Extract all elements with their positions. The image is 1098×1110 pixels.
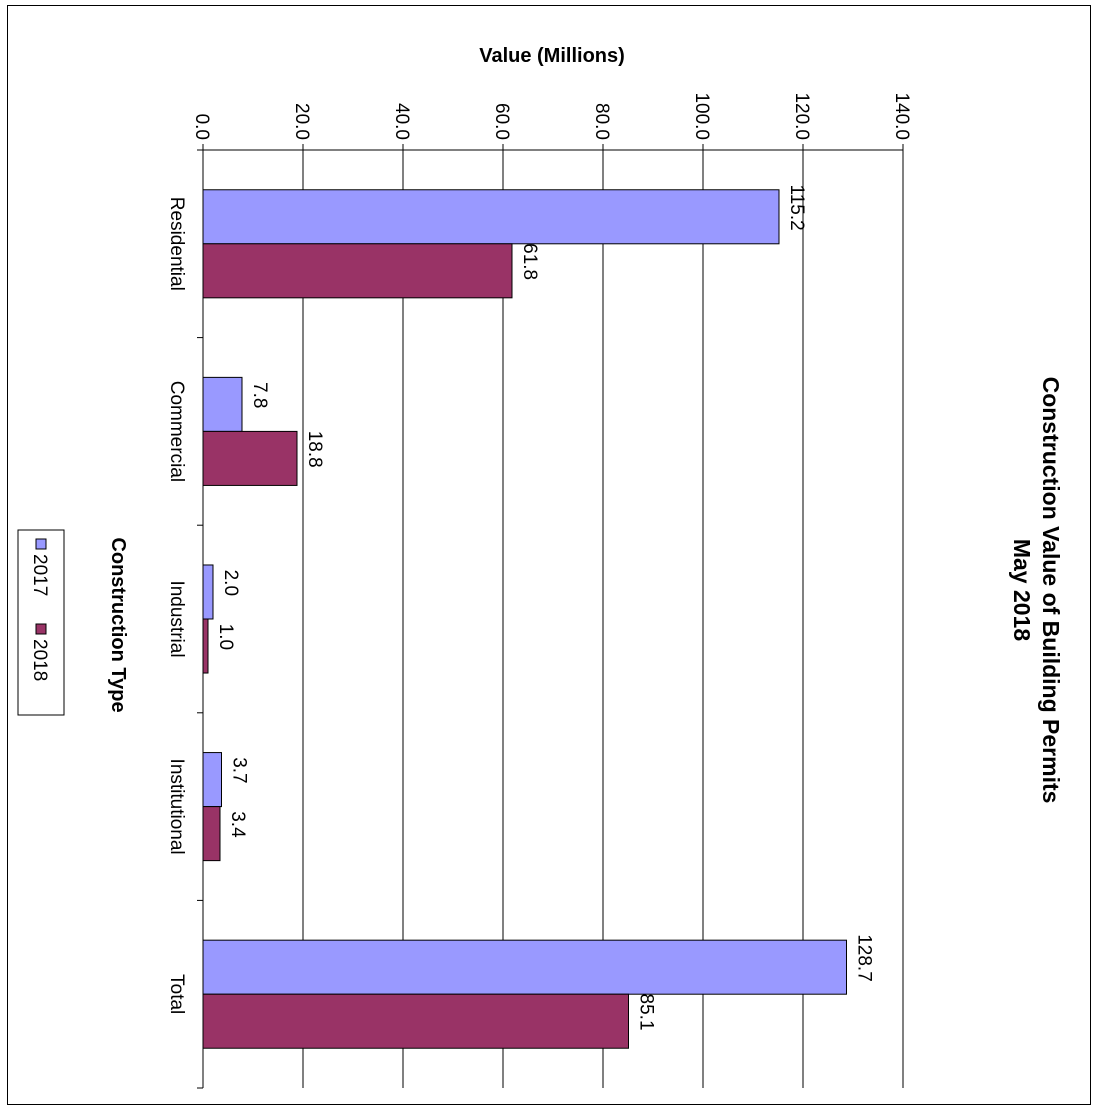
value-tick-label: 140.0 [891,92,912,140]
value-tick-label: 60.0 [491,103,512,140]
data-label: 18.8 [304,431,325,468]
value-tick-label: 20.0 [291,103,312,140]
value-tick-label: 80.0 [591,103,612,140]
category-label: Commercial [166,381,187,482]
legend-label: 2017 [29,554,50,596]
bar-2018 [202,430,298,486]
chart-frame [7,5,1091,1105]
chart-subtitle: May 2018 [1009,539,1035,642]
category-label: Institutional [166,759,187,855]
data-label: 85.1 [636,994,657,1031]
gridlines [302,150,904,1088]
category-labels: Residential Commercial Industrial Instituti… [166,197,187,1014]
legend-box [17,529,65,716]
data-label: 128.7 [854,934,875,982]
value-tick-label: 40.0 [391,103,412,140]
data-labels: 115.2 61.8 7.8 18.8 2.0 1.0 3.7 3.4 128.7 85.1 [215,185,875,1031]
bar-2017 [202,189,780,245]
category-label: Total [166,974,187,1014]
bar-2018 [202,618,209,674]
bar-2018 [202,806,221,862]
legend-label: 2018 [29,639,50,681]
value-tick-labels: 0.0 20.0 40.0 60.0 80.0 100.0 120.0 140.0 [191,92,912,140]
axes [197,144,904,1089]
data-label: 2.0 [220,570,241,596]
bars [202,189,847,1049]
legend-swatch-2017 [35,538,47,550]
bar-2018 [202,243,513,299]
value-tick-label: 0.0 [191,114,212,140]
category-axis-title: Construction Type [107,537,129,712]
data-label: 115.2 [786,185,807,231]
bar-2017 [202,376,243,432]
legend: 2017 2018 [17,529,65,716]
legend-swatch-2018 [35,623,47,635]
value-tick-label: 100.0 [691,92,712,140]
data-label: 3.7 [229,757,250,783]
data-label: 1.0 [215,624,236,650]
chart-title: Construction Value of Building Permits [1038,377,1064,804]
bar-2017 [202,939,847,995]
data-label: 61.8 [519,243,540,280]
value-tick-label: 120.0 [791,92,812,140]
bar-2017 [202,564,214,620]
bar-2018 [202,993,629,1049]
category-label: Industrial [166,580,187,657]
category-label: Residential [166,197,187,291]
bar-2017 [202,752,222,808]
data-label: 7.8 [249,382,270,408]
data-label: 3.4 [227,811,248,838]
value-axis-title: Value (Millions) [479,45,625,67]
